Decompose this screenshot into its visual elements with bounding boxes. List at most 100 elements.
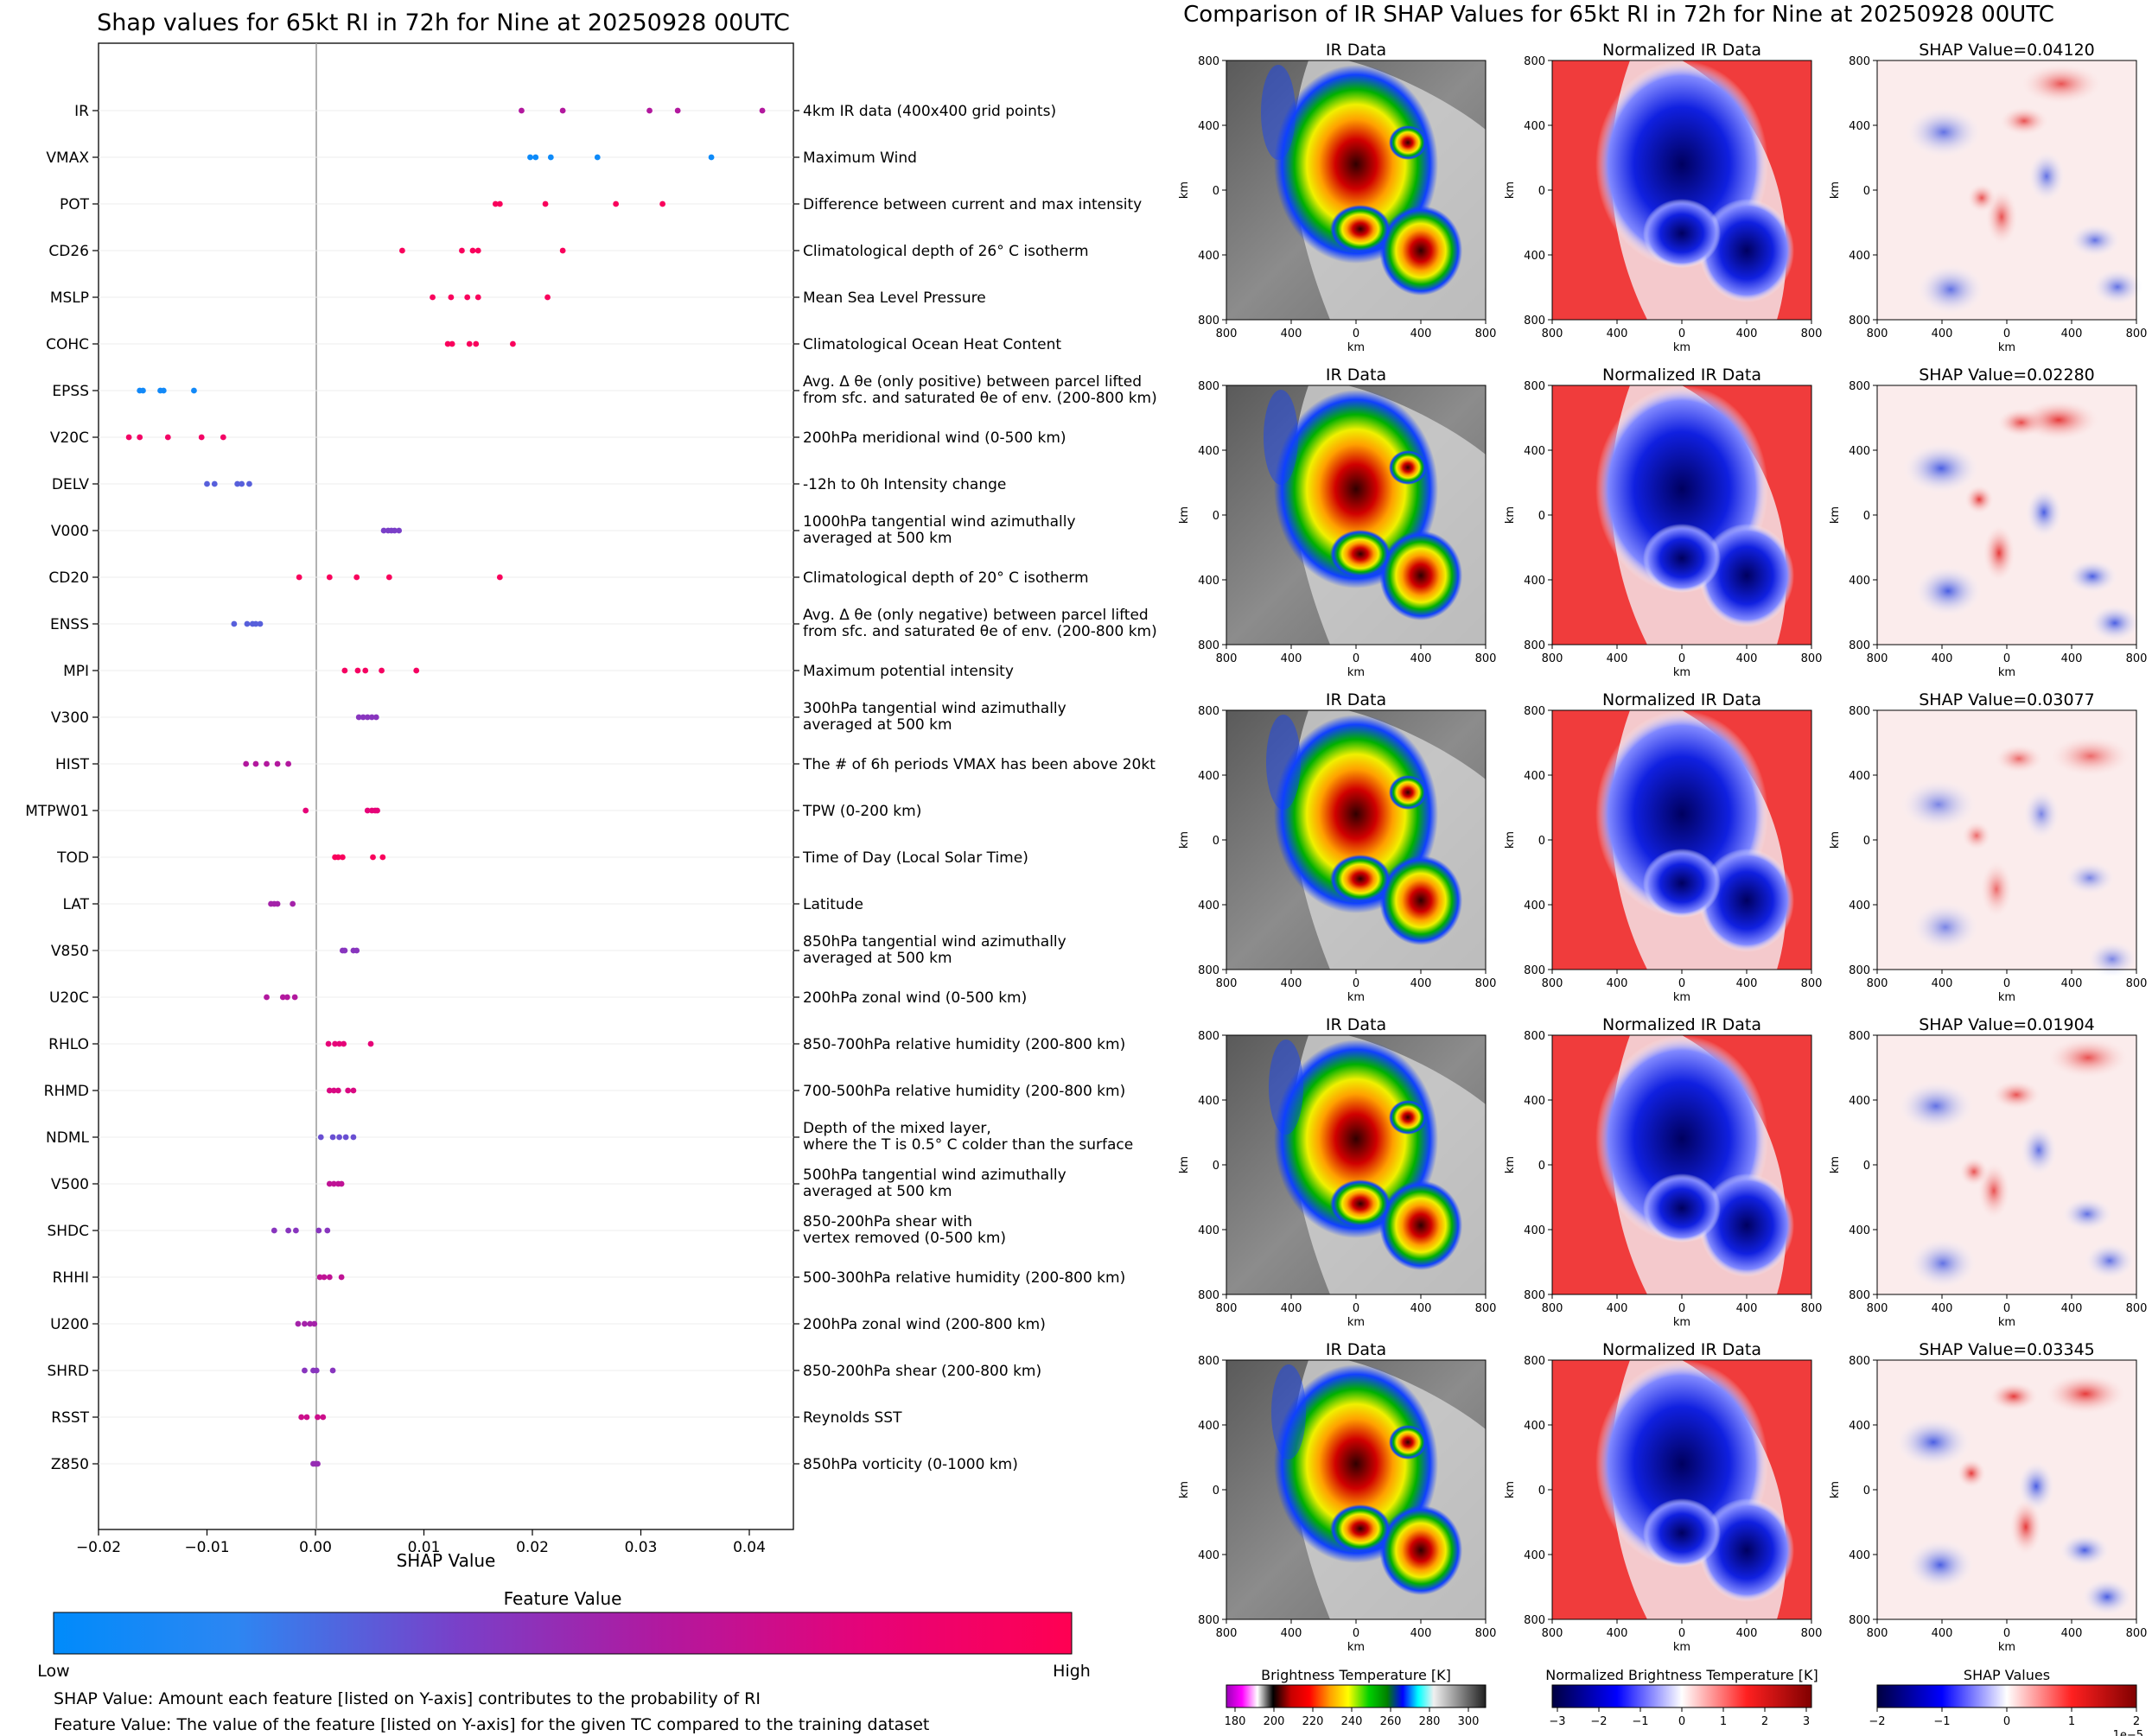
colorbar-tick-label: −2 [1590,1715,1607,1728]
feature-description: -12h to 0h Intensity change [803,476,1006,493]
shap-point [302,1367,308,1374]
panel-y-tick-label: 400 [1849,250,1870,263]
shap-point [659,200,665,207]
panel-y-tick-label: 800 [1849,1614,1870,1627]
shap-point [140,387,146,394]
panel-y-tick-label: 400 [1524,1224,1545,1237]
panel-y-tick-label: 800 [1198,1289,1219,1302]
convective-cell [1389,125,1427,160]
cold-cloud-region [1643,1498,1721,1567]
x-tick-label: 0.02 [516,1539,549,1556]
shap-point [444,340,451,347]
shap-attribution-region [2092,268,2143,306]
shap-attribution-region [2089,604,2141,642]
panel-x-tick-label: 0 [1353,652,1359,665]
shap-point [674,107,681,114]
panel-x-tick-label: 800 [1475,327,1497,340]
shap-point [325,1040,332,1047]
shap-point [353,947,360,954]
shap-point [198,434,205,441]
note-shap-value: SHAP Value: Amount each feature [listed … [54,1689,761,1708]
panel-x-tick-label: 800 [1216,977,1238,990]
shap-attribution-region [1908,1237,1977,1289]
shap-point [326,574,333,581]
panel-x-axis-label: km [1347,666,1365,679]
panel-title-shap: SHAP Value=0.03077 [1919,690,2095,709]
feature-description: 200hPa zonal wind (200-800 km) [803,1316,1046,1333]
panel-title-ir: IR Data [1326,41,1386,60]
panel-x-tick-label: 400 [1932,1302,1953,1315]
shap-attribution-region [2086,940,2138,978]
shap-point [496,200,503,207]
panel-y-tick-label: 400 [1198,575,1219,588]
panel-y-tick-label: 400 [1198,445,1219,458]
panel-y-tick-label: 400 [1524,1095,1545,1108]
normalized-ir-panel: 80080040040000400400800800kmkmNormalized… [1504,41,1822,354]
panel-x-axis-label: km [1998,341,2015,354]
shap-attribution-region [1961,820,1992,851]
shap-attribution-region [2047,734,2134,778]
feature-label-delv: DELV [52,476,89,493]
panel-x-tick-label: 800 [1801,327,1823,340]
panel-y-axis-label: km [1829,506,1842,524]
panel-y-tick-label: 800 [1524,55,1545,68]
shap-point [295,1320,302,1327]
panel-y-tick-label: 0 [1213,835,1219,848]
panel-y-axis-label: km [1178,1481,1191,1498]
panel-y-tick-label: 400 [1849,900,1870,913]
shap-point [341,947,348,954]
panel-y-tick-label: 800 [1849,55,1870,68]
shap-point [160,387,167,394]
panel-y-tick-label: 0 [1538,1485,1545,1498]
feature-label-shrd: SHRD [48,1363,89,1380]
shap-attribution-region [1916,264,1985,315]
panel-x-axis-label: km [1673,666,1690,679]
panel-x-tick-label: 800 [1475,652,1497,665]
shap-point [330,1180,337,1187]
shap-point [474,247,481,254]
x-tick-label: 0.01 [408,1539,441,1556]
shap-point [231,620,238,627]
panel-y-axis-label: km [1504,181,1517,199]
shap-point [315,1227,322,1234]
panel-x-tick-label: 800 [2126,977,2148,990]
feature-description: averaged at 500 km [803,950,952,967]
colorbar-exponent: 1e−5 [2113,1729,2143,1736]
panel-x-tick-label: 800 [1475,1302,1497,1315]
convective-cell [1330,1180,1391,1228]
shap-point [334,1087,341,1094]
feature-label-cd20: CD20 [48,569,89,587]
feature-label-rhmd: RHMD [44,1083,89,1100]
feature-label-mslp: MSLP [50,289,89,307]
shap-point [708,154,715,161]
panel-y-tick-label: 400 [1849,1549,1870,1562]
cold-cloud-region [1643,524,1721,593]
feature-label-shdc: SHDC [47,1223,89,1240]
feature-label-u200: U200 [50,1316,89,1333]
shap-point [329,1367,336,1374]
panel-x-axis-label: km [1347,1641,1365,1654]
colorbar-tick-label: −3 [1549,1715,1565,1728]
panel-x-tick-label: 400 [1607,1302,1628,1315]
shap-point [380,527,387,534]
shap-point [279,994,286,1001]
cold-cloud-region [1643,199,1721,268]
panel-y-tick-label: 400 [1849,120,1870,133]
convective-cell [1389,450,1427,485]
x-tick-label: 0.00 [299,1539,332,1556]
panel-x-tick-label: 400 [2061,1302,2083,1315]
shap-points [125,107,766,1467]
cold-cloud-region [1699,524,1794,627]
panel-title-ir: IR Data [1326,1015,1386,1034]
shap-point [362,667,369,674]
shap-point [379,667,385,674]
feature-label-v000: V000 [51,523,89,540]
panel-x-tick-label: 400 [1410,1302,1432,1315]
panel-x-axis-label: km [1673,991,1690,1004]
colorbar-low-label: Low [37,1662,69,1681]
feature-description: 850hPa tangential wind azimuthally [803,933,1066,951]
feature-description: Avg. Δ θe (only positive) between parcel… [803,373,1142,391]
